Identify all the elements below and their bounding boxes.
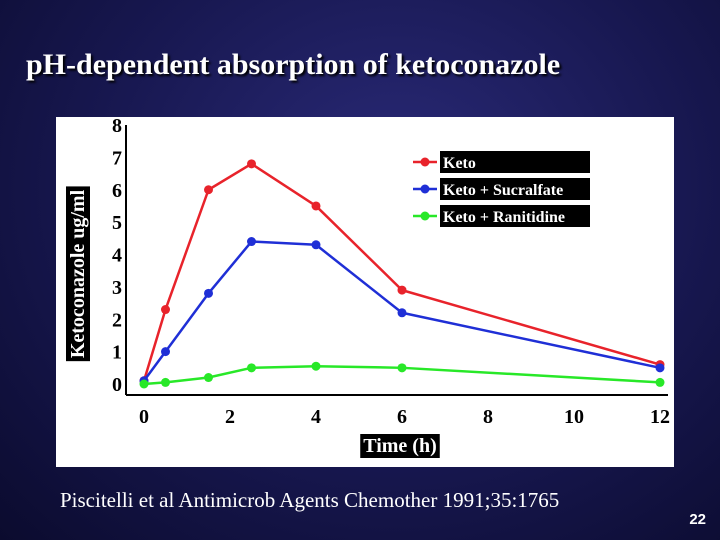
legend-marker-keto	[420, 157, 430, 167]
data-point-keto-sucralfate	[655, 363, 665, 373]
x-tick-label: 10	[564, 406, 584, 428]
data-point-keto	[161, 305, 170, 315]
legend-label-bg	[440, 178, 590, 200]
y-tick-label: 3	[112, 277, 122, 299]
x-tick-label: 4	[311, 406, 321, 428]
data-point-keto-sucralfate	[397, 308, 407, 318]
y-tick-label: 7	[112, 147, 122, 169]
data-point-keto-ranitidine	[204, 373, 213, 383]
x-tick-label: 6	[397, 406, 407, 428]
y-tick-label: 6	[112, 180, 122, 202]
data-point-keto	[397, 285, 407, 295]
y-axis-label: Ketoconazole ug/ml	[67, 189, 89, 358]
citation: Piscitelli et al Antimicrob Agents Chemo…	[60, 488, 560, 512]
legend-label-keto: Keto	[443, 155, 476, 172]
legend-marker-keto-ranitidine	[420, 211, 430, 221]
x-tick-label: 8	[483, 406, 493, 428]
axis-label-bg	[66, 186, 90, 362]
data-point-keto	[247, 159, 256, 169]
data-point-keto-sucralfate	[311, 240, 321, 250]
x-axis-label: Time (h)	[363, 435, 437, 457]
axis-label-bg	[360, 434, 440, 458]
data-point-keto	[311, 201, 321, 211]
legend-label-keto-ranitidine: Keto + Ranitidine	[443, 209, 565, 226]
data-point-keto-sucralfate	[204, 288, 213, 298]
y-tick-label: 2	[112, 309, 122, 331]
data-point-keto-ranitidine	[247, 363, 256, 373]
legend-label-bg	[440, 205, 590, 227]
slide-number: 22	[689, 511, 706, 528]
x-tick-label: 12	[650, 406, 670, 428]
legend-label-keto-sucralfate: Keto + Sucralfate	[443, 182, 563, 199]
x-tick-label: 0	[139, 406, 149, 428]
data-point-keto-ranitidine	[655, 377, 665, 387]
data-point-keto-ranitidine	[397, 363, 407, 373]
y-tick-label: 5	[112, 212, 122, 234]
y-tick-label: 1	[112, 342, 122, 364]
y-tick-label: 4	[112, 245, 122, 267]
data-point-keto-ranitidine	[311, 361, 321, 371]
legend-label-bg	[440, 151, 590, 173]
y-tick-label: 8	[112, 117, 122, 137]
data-point-keto-ranitidine	[139, 379, 149, 389]
legend-marker-keto-sucralfate	[420, 184, 430, 194]
data-point-keto	[204, 185, 213, 195]
data-point-keto-ranitidine	[161, 377, 170, 387]
y-tick-label: 0	[112, 374, 122, 396]
x-tick-label: 2	[225, 406, 235, 428]
data-point-keto-sucralfate	[247, 237, 256, 247]
data-point-keto-sucralfate	[161, 347, 170, 357]
slide-title: pH-dependent absorption of ketoconazole	[26, 48, 561, 81]
